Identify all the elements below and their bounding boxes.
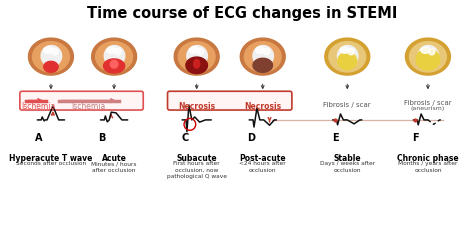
Text: Necrosis: Necrosis bbox=[244, 101, 281, 110]
Text: Stable: Stable bbox=[334, 155, 361, 164]
Polygon shape bbox=[418, 45, 438, 66]
FancyBboxPatch shape bbox=[20, 91, 143, 110]
Text: F: F bbox=[412, 133, 419, 143]
Polygon shape bbox=[255, 47, 264, 53]
Polygon shape bbox=[240, 38, 285, 75]
Polygon shape bbox=[416, 49, 440, 70]
Polygon shape bbox=[110, 60, 118, 68]
Polygon shape bbox=[44, 47, 53, 53]
Text: First hours after
occlusion, now
pathological Q wave: First hours after occlusion, now patholo… bbox=[167, 161, 227, 179]
Polygon shape bbox=[338, 52, 356, 70]
Polygon shape bbox=[428, 48, 435, 55]
Polygon shape bbox=[115, 48, 121, 55]
Text: Months / years after
occlusion: Months / years after occlusion bbox=[398, 161, 457, 173]
Text: Hyperacute T wave: Hyperacute T wave bbox=[9, 155, 92, 164]
Polygon shape bbox=[178, 42, 215, 72]
Polygon shape bbox=[33, 42, 69, 72]
Polygon shape bbox=[410, 42, 447, 72]
Text: Days / weeks after
occlusion: Days / weeks after occlusion bbox=[320, 161, 375, 173]
Polygon shape bbox=[421, 47, 430, 53]
Polygon shape bbox=[340, 47, 349, 53]
Polygon shape bbox=[244, 42, 281, 72]
Text: Subacute: Subacute bbox=[176, 155, 217, 164]
Polygon shape bbox=[197, 48, 204, 55]
Text: E: E bbox=[332, 133, 338, 143]
Polygon shape bbox=[187, 45, 207, 66]
FancyBboxPatch shape bbox=[167, 91, 292, 110]
Text: Ischemia: Ischemia bbox=[21, 101, 55, 110]
Text: Minutes / hours
after occlusion: Minutes / hours after occlusion bbox=[91, 161, 137, 173]
Polygon shape bbox=[348, 48, 355, 55]
Text: Seconds after occlusion: Seconds after occlusion bbox=[16, 161, 86, 166]
Text: Ischemia: Ischemia bbox=[71, 101, 106, 110]
Polygon shape bbox=[186, 57, 208, 74]
Polygon shape bbox=[41, 45, 62, 66]
Polygon shape bbox=[52, 48, 58, 55]
Text: D: D bbox=[247, 133, 255, 143]
Polygon shape bbox=[107, 47, 116, 53]
Text: Post-acute: Post-acute bbox=[239, 155, 286, 164]
Polygon shape bbox=[103, 59, 125, 73]
Polygon shape bbox=[264, 48, 270, 55]
Polygon shape bbox=[337, 45, 358, 66]
Polygon shape bbox=[44, 61, 58, 72]
Text: C: C bbox=[181, 133, 188, 143]
Text: A: A bbox=[36, 133, 43, 143]
Polygon shape bbox=[405, 38, 450, 75]
Text: Fibrosis / scar: Fibrosis / scar bbox=[404, 100, 452, 106]
Polygon shape bbox=[96, 42, 133, 72]
Polygon shape bbox=[190, 47, 199, 53]
Polygon shape bbox=[28, 38, 73, 75]
Text: <24 hours after
occlusion: <24 hours after occlusion bbox=[239, 161, 286, 173]
Polygon shape bbox=[253, 58, 273, 72]
Text: Fibrosis / scar: Fibrosis / scar bbox=[323, 102, 371, 108]
Polygon shape bbox=[329, 42, 365, 72]
Polygon shape bbox=[91, 38, 137, 75]
Polygon shape bbox=[253, 45, 273, 66]
Text: (aneurism): (aneurism) bbox=[411, 106, 445, 110]
Text: Time course of ECG changes in STEMI: Time course of ECG changes in STEMI bbox=[87, 6, 398, 21]
Polygon shape bbox=[104, 45, 125, 66]
Polygon shape bbox=[194, 59, 200, 68]
Text: B: B bbox=[99, 133, 106, 143]
Text: Chronic phase: Chronic phase bbox=[397, 155, 459, 164]
Polygon shape bbox=[325, 38, 370, 75]
Text: Acute: Acute bbox=[101, 155, 127, 164]
Polygon shape bbox=[174, 38, 219, 75]
Text: Necrosis: Necrosis bbox=[178, 101, 215, 110]
